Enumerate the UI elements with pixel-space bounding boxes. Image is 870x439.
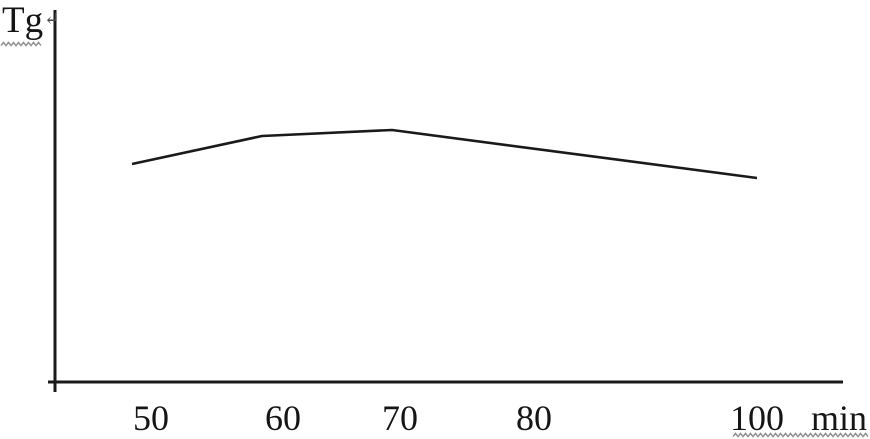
x-tick-label-70: 70 bbox=[382, 398, 418, 438]
x-tick-label-100: 100 bbox=[730, 398, 784, 438]
y-axis-label-text: Tg bbox=[2, 0, 44, 41]
paragraph-return-mark-icon: ↵ bbox=[44, 9, 61, 30]
x-tick-label-50: 50 bbox=[133, 398, 169, 438]
x-tick-labels-row: 50 60 70 80 100 bbox=[0, 400, 870, 439]
x-tick-label-60: 60 bbox=[265, 398, 301, 438]
spellcheck-squiggle-tg bbox=[0, 41, 42, 47]
y-axis-label: Tg↵ bbox=[2, 2, 60, 39]
x-tick-label-80: 80 bbox=[516, 398, 552, 438]
spellcheck-squiggle-min bbox=[732, 432, 869, 438]
x-axis-unit-label: min bbox=[811, 398, 868, 438]
tg-curve-line bbox=[131, 128, 758, 180]
